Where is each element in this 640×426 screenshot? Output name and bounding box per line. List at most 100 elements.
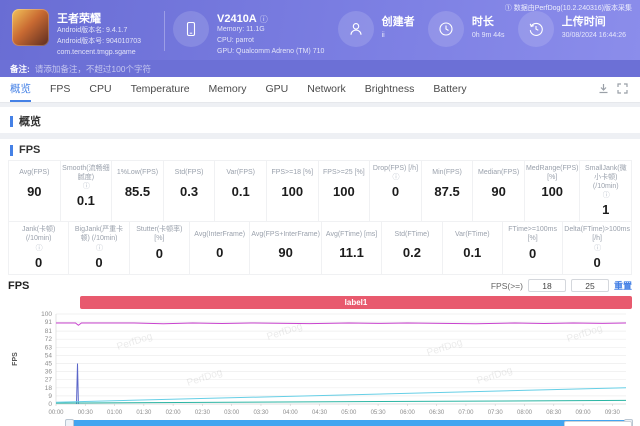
device-model-row: V2410A ⓘ [217, 13, 324, 25]
svg-text:27: 27 [45, 376, 53, 383]
stat-value: 1 [602, 202, 610, 218]
svg-text:05:00: 05:00 [341, 410, 357, 416]
tab-bar-items: 概览 FPS CPU Temperature Memory GPU Network Brigh… [10, 77, 467, 102]
remark-label: 备注: [10, 63, 30, 74]
svg-text:00:00: 00:00 [48, 410, 64, 416]
chart-scrollbar[interactable] [65, 418, 633, 426]
stat-median-fps-: Median(FPS) 90 [473, 161, 525, 222]
stat-value: 0 [35, 254, 43, 270]
remark-bar[interactable]: 备注: 请添加备注，不超过100个字符 [0, 60, 640, 77]
stat-avg-fps-: Avg(FPS) 90 [9, 161, 61, 222]
stat-label: MedRange(FPS)[%] [525, 165, 579, 182]
creator-label: 创建者 [381, 16, 415, 28]
info-icon[interactable]: ⓘ [82, 183, 90, 191]
svg-text:01:30: 01:30 [136, 410, 152, 416]
svg-text:03:30: 03:30 [253, 410, 269, 416]
stat-value: 11.1 [339, 245, 364, 261]
fps-threshold-high-input[interactable] [570, 279, 609, 293]
stat-value: 0.2 [402, 245, 421, 261]
stat-label: Delta(FTime)>100ms [/h] ⓘ [564, 226, 630, 252]
svg-text:02:00: 02:00 [166, 410, 182, 416]
tab-概览[interactable]: 概览 [10, 77, 31, 102]
svg-text:01:00: 01:00 [107, 410, 123, 416]
overview-section: 概览 [0, 107, 640, 133]
stat-value: 90 [491, 184, 506, 199]
fps-threshold-low-input[interactable] [527, 279, 566, 293]
stat-value: 85.5 [124, 184, 151, 199]
stat-value: 0.3 [180, 184, 199, 199]
svg-text:FPS: FPS [12, 352, 19, 366]
duration-label: 时长 [471, 16, 494, 28]
tab-gpu[interactable]: GPU [265, 82, 289, 95]
tab-memory[interactable]: Memory [208, 82, 247, 95]
info-icon[interactable]: ⓘ [392, 174, 400, 182]
info-icon[interactable]: ⓘ [96, 244, 104, 252]
phone-icon [173, 11, 209, 47]
creator-block: 创建者 ii [337, 9, 415, 47]
stat-value: 0 [391, 184, 400, 200]
stat-delta-ftime-100ms-h-: Delta(FTime)>100ms [/h] ⓘ 0 [563, 222, 631, 273]
svg-text:9: 9 [48, 393, 52, 400]
svg-text:PerfDog: PerfDog [476, 365, 514, 387]
svg-text:36: 36 [45, 368, 53, 375]
stat-avg-interframe-: Avg(InterFrame) 0 [190, 222, 251, 274]
scrollbar-left-handle[interactable] [65, 418, 74, 426]
stat-label: Avg(FPS+InterFrame) [251, 230, 320, 238]
app-name: 王者荣耀 [57, 13, 101, 25]
session-header: ① 数据由PerfDog(10.2.240316)版本采集 王者荣耀 Andro… [0, 0, 640, 60]
overview-section-title: 概览 [19, 116, 41, 128]
user-icon [337, 11, 374, 47]
remark-placeholder: 请添加备注，不超过100个字符 [34, 63, 152, 74]
svg-text:PerfDog: PerfDog [566, 323, 604, 345]
collector-note: ① 数据由PerfDog(10.2.240316)版本采集 [504, 5, 632, 12]
upload-time-block: 上传时间 30/08/2024 16:44:26 [517, 9, 626, 47]
app-version-name: Android版本名: 9.4.1.7 [57, 27, 128, 34]
tab-fps[interactable]: FPS [50, 82, 71, 95]
device-info: V2410A ⓘ Memory: 11.1G CPU: parrot GPU: Q… [173, 9, 324, 58]
stat-value: 0.1 [463, 245, 482, 261]
section-accent-bar [10, 144, 13, 156]
svg-text:PerfDog: PerfDog [116, 331, 154, 353]
creator-value: ii [381, 32, 385, 39]
svg-text:07:30: 07:30 [488, 410, 504, 416]
history-clock-icon [517, 11, 554, 47]
tab-cpu[interactable]: CPU [89, 82, 112, 95]
info-icon[interactable]: ⓘ [35, 244, 43, 252]
svg-text:03:00: 03:00 [224, 410, 240, 416]
app-version-code: Android版本号: 904010703 [57, 37, 142, 45]
stat-label: Median(FPS) [478, 169, 520, 177]
stat-value: 100 [281, 184, 304, 199]
info-icon[interactable]: ⓘ [602, 192, 610, 200]
stat-ftime-100ms-%-: FTime>=100ms [%] 0 [503, 222, 564, 274]
svg-text:72: 72 [45, 336, 53, 343]
app-info: 王者荣耀 Android版本名: 9.4.1.7 Android版本号: 904… [12, 9, 162, 59]
scrollbar-track[interactable] [66, 419, 632, 426]
stat-value: 0 [216, 245, 224, 261]
upload-time-value: 30/08/2024 16:44:26 [561, 32, 626, 39]
svg-text:81: 81 [45, 328, 53, 335]
stat-bigjank-10min-: BigJank(严重卡顿) (/10min) ⓘ 0 [69, 222, 130, 274]
info-icon[interactable]: ⓘ [594, 244, 602, 252]
tab-battery[interactable]: Battery [433, 82, 467, 95]
fps-section-title: FPS [19, 144, 41, 156]
stat-jank-10min-: Jank(卡顿) (/10min) ⓘ 0 [9, 222, 70, 274]
svg-text:09:30: 09:30 [605, 410, 621, 416]
tab-bar: 概览 FPS CPU Temperature Memory GPU Network Brigh… [0, 77, 640, 103]
app-package: com.tencent.tmgp.sgame [57, 48, 136, 56]
stat-value: 0.1 [231, 184, 250, 199]
device-model: V2410A [217, 13, 257, 25]
app-icon [12, 9, 49, 46]
svg-text:18: 18 [45, 384, 53, 391]
fullscreen-icon[interactable] [617, 81, 628, 99]
partial-input[interactable] [564, 421, 632, 426]
fps-threshold-label: FPS(>=) [490, 280, 523, 291]
tab-brightness[interactable]: Brightness [364, 82, 415, 95]
stat-label: FTime>=100ms [%] [508, 226, 557, 243]
tab-network[interactable]: Network [307, 82, 346, 95]
tab-temperature[interactable]: Temperature [130, 82, 190, 95]
download-icon[interactable] [598, 81, 609, 99]
reset-button[interactable]: 重置 [613, 281, 632, 292]
stat-value: 100 [333, 184, 355, 199]
device-info-icon[interactable]: ⓘ [259, 15, 268, 24]
